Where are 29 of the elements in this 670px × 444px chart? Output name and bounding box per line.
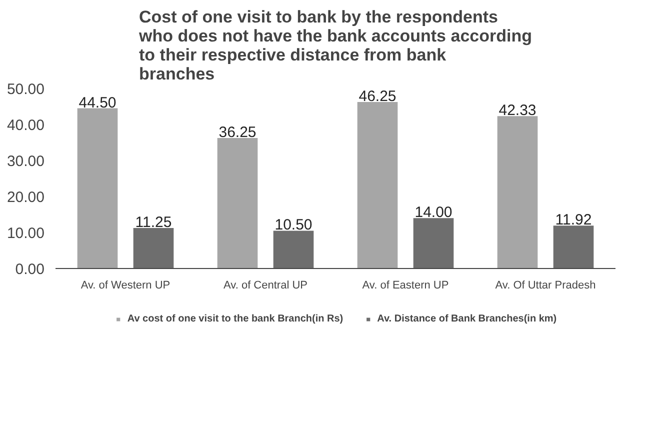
- bar: [273, 230, 314, 268]
- y-tick-label: 50.00: [6, 81, 45, 98]
- y-tick-label: 40.00: [6, 117, 45, 134]
- bar: [553, 226, 594, 268]
- bar: [497, 116, 538, 268]
- x-tick-label: Av. of Eastern UP: [362, 280, 449, 292]
- bar: [413, 218, 454, 268]
- y-tick-label: 20.00: [6, 189, 45, 206]
- data-label: 10.50: [274, 216, 312, 234]
- chart-title: Cost of one visit to bank by the respondents who does not have the bank accounts according to their respective distance from bank branches: [138, 8, 532, 84]
- data-label: 11.25: [135, 214, 172, 231]
- bar: [133, 228, 174, 268]
- x-tick-label: Av. of Western UP: [80, 280, 170, 292]
- data-label: 14.00: [414, 204, 452, 222]
- x-tick-label: Av. Of Uttar Pradesh: [495, 280, 596, 292]
- y-tick-label: 0.00: [15, 261, 45, 278]
- x-tick-label: Av. of Central UP: [224, 280, 308, 292]
- y-tick-label: 30.00: [6, 153, 45, 170]
- legend-label: Av. Distance of Bank Branches(in km): [377, 314, 557, 324]
- data-label: 36.25: [218, 124, 256, 141]
- data-label: 11.92: [555, 212, 592, 229]
- bar: [77, 108, 118, 268]
- data-label: 46.25: [358, 88, 396, 105]
- y-tick-label: 10.00: [6, 225, 45, 242]
- bar: [357, 102, 398, 268]
- bar: [217, 138, 258, 268]
- data-label: 42.33: [498, 102, 536, 120]
- data-label: 44.50: [78, 94, 116, 112]
- legend-label: Av cost of one visit to the bank Branch(in Rs): [127, 314, 344, 324]
